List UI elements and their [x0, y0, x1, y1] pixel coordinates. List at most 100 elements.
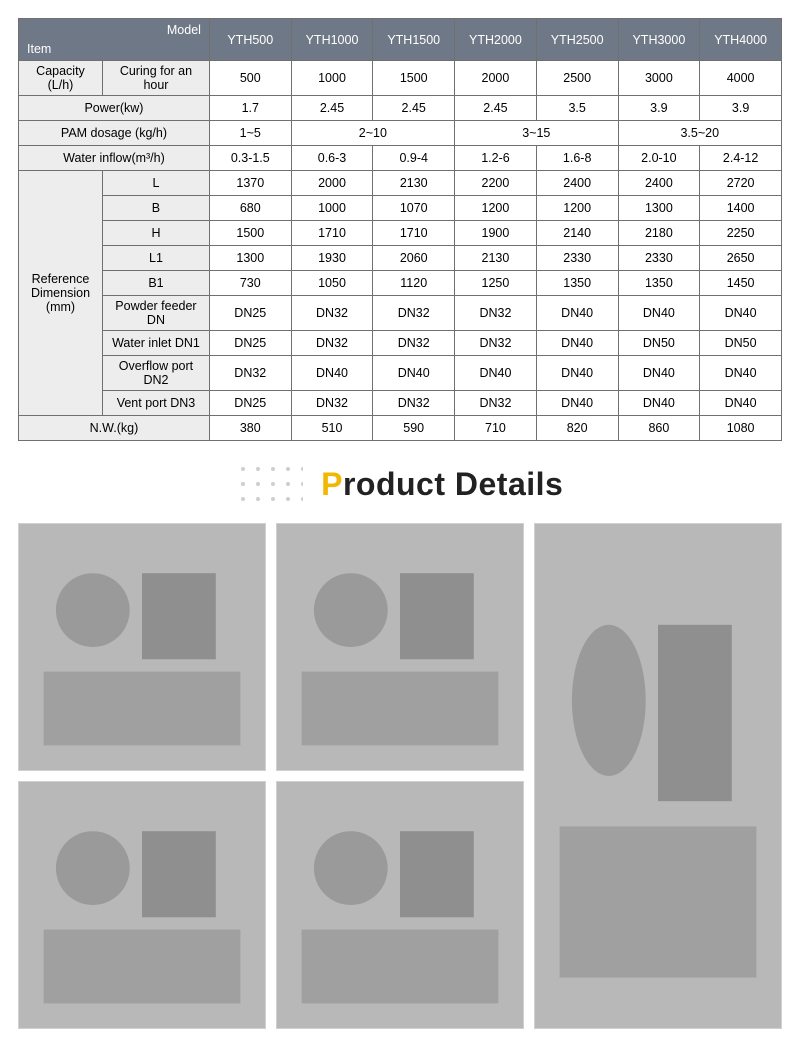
- refdim-value: DN32: [209, 356, 291, 391]
- refdim-value: 1710: [291, 221, 373, 246]
- heading-rest: roduct Details: [343, 466, 563, 502]
- nw-label: N.W.(kg): [19, 416, 210, 441]
- capacity-value: 2000: [455, 61, 537, 96]
- nw-value: 590: [373, 416, 455, 441]
- refdim-row-label: Vent port DN3: [103, 391, 210, 416]
- model-header: YTH2500: [536, 19, 618, 61]
- refdim-value: 1200: [536, 196, 618, 221]
- refdim-value: DN50: [618, 331, 700, 356]
- nw-value: 510: [291, 416, 373, 441]
- capacity-row-label: Curing for an hour: [103, 61, 210, 96]
- refdim-value: DN40: [618, 356, 700, 391]
- refdim-value: 1350: [536, 271, 618, 296]
- refdim-value: DN32: [373, 296, 455, 331]
- water-inflow-value: 0.9-4: [373, 146, 455, 171]
- header-corner: Model Item: [19, 19, 210, 61]
- water-inflow-label: Water inflow(m³/h): [19, 146, 210, 171]
- product-details-heading: Product Details: [18, 463, 782, 505]
- refdim-value: 2060: [373, 246, 455, 271]
- pam-segment: 1~5: [209, 121, 291, 146]
- refdim-value: DN32: [455, 296, 537, 331]
- nw-value: 820: [536, 416, 618, 441]
- refdim-value: 1300: [209, 246, 291, 271]
- header-item-label: Item: [27, 42, 51, 56]
- refdim-value: 2250: [700, 221, 782, 246]
- refdim-value: DN40: [536, 331, 618, 356]
- refdim-row-label: Powder feeder DN: [103, 296, 210, 331]
- nw-value: 380: [209, 416, 291, 441]
- refdim-value: DN25: [209, 391, 291, 416]
- refdim-value: DN40: [455, 356, 537, 391]
- refdim-value: 2720: [700, 171, 782, 196]
- capacity-value: 1500: [373, 61, 455, 96]
- capacity-value: 2500: [536, 61, 618, 96]
- refdim-value: DN50: [700, 331, 782, 356]
- refdim-value: 2650: [700, 246, 782, 271]
- refdim-value: 2140: [536, 221, 618, 246]
- refdim-value: 1300: [618, 196, 700, 221]
- capacity-group-label: Capacity (L/h): [19, 61, 103, 96]
- water-inflow-value: 2.0-10: [618, 146, 700, 171]
- refdim-value: DN40: [536, 356, 618, 391]
- pam-label: PAM dosage (kg/h): [19, 121, 210, 146]
- refdim-value: DN25: [209, 296, 291, 331]
- refdim-value: 1050: [291, 271, 373, 296]
- refdim-value: DN32: [455, 331, 537, 356]
- refdim-value: DN40: [373, 356, 455, 391]
- water-inflow-value: 1.6-8: [536, 146, 618, 171]
- refdim-value: DN40: [618, 391, 700, 416]
- power-value: 3.5: [536, 96, 618, 121]
- refdim-value: 1500: [209, 221, 291, 246]
- capacity-value: 4000: [700, 61, 782, 96]
- refdim-value: 2000: [291, 171, 373, 196]
- refdim-value: DN32: [291, 331, 373, 356]
- refdim-value: DN25: [209, 331, 291, 356]
- refdim-value: DN40: [700, 296, 782, 331]
- power-value: 2.45: [455, 96, 537, 121]
- capacity-value: 1000: [291, 61, 373, 96]
- refdim-value: DN40: [700, 356, 782, 391]
- detail-photo-valves-gauge: [276, 781, 524, 1029]
- nw-value: 1080: [700, 416, 782, 441]
- refdim-value: DN32: [373, 331, 455, 356]
- model-header: YTH4000: [700, 19, 782, 61]
- refdim-value: 1250: [455, 271, 537, 296]
- refdim-value: DN32: [373, 391, 455, 416]
- nw-value: 710: [455, 416, 537, 441]
- refdim-value: DN40: [291, 356, 373, 391]
- water-inflow-value: 2.4-12: [700, 146, 782, 171]
- refdim-value: DN32: [291, 391, 373, 416]
- refdim-value: 1000: [291, 196, 373, 221]
- refdim-value: DN40: [536, 296, 618, 331]
- refdim-row-label: Overflow port DN2: [103, 356, 210, 391]
- refdim-value: DN32: [291, 296, 373, 331]
- refdim-value: 1350: [618, 271, 700, 296]
- refdim-value: 2130: [455, 246, 537, 271]
- pam-segment: 3.5~20: [618, 121, 781, 146]
- heading-accent-letter: P: [321, 466, 343, 502]
- refdim-value: 1930: [291, 246, 373, 271]
- model-header: YTH1000: [291, 19, 373, 61]
- water-inflow-value: 0.6-3: [291, 146, 373, 171]
- nw-value: 860: [618, 416, 700, 441]
- pam-segment: 2~10: [291, 121, 454, 146]
- refdim-value: 2180: [618, 221, 700, 246]
- refdim-value: 2330: [618, 246, 700, 271]
- header-model-label: Model: [167, 23, 201, 37]
- refdim-row-label: B1: [103, 271, 210, 296]
- power-value: 2.45: [373, 96, 455, 121]
- product-gallery: [18, 523, 782, 1029]
- power-value: 2.45: [291, 96, 373, 121]
- detail-photo-hopper: [18, 523, 266, 771]
- refdim-value: 1450: [700, 271, 782, 296]
- refdim-value: 1710: [373, 221, 455, 246]
- refdim-value: 2200: [455, 171, 537, 196]
- model-header: YTH500: [209, 19, 291, 61]
- refdim-value: 2400: [618, 171, 700, 196]
- refdim-value: DN40: [536, 391, 618, 416]
- refdim-value: 730: [209, 271, 291, 296]
- refdim-row-label: L: [103, 171, 210, 196]
- power-label: Power(kw): [19, 96, 210, 121]
- refdim-value: 680: [209, 196, 291, 221]
- spec-table: Model Item YTH500YTH1000YTH1500YTH2000YT…: [18, 18, 782, 441]
